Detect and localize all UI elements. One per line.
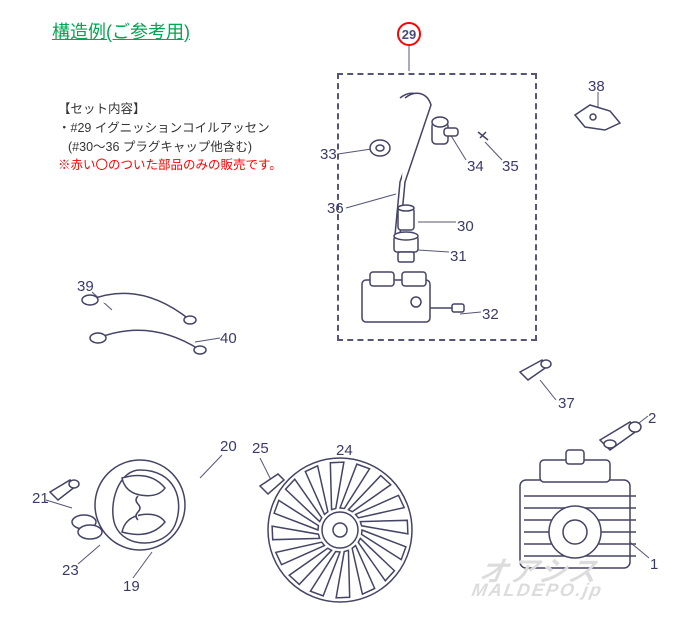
part-label-23: 23 [62, 562, 79, 579]
part-label-34: 34 [467, 158, 484, 175]
part-label-39: 39 [77, 278, 94, 295]
part-label-19: 19 [123, 578, 140, 595]
part-label-36: 36 [327, 200, 344, 217]
part-label-33: 33 [320, 146, 337, 163]
part-label-21: 21 [32, 490, 49, 507]
highlight-dashed-box [337, 73, 537, 341]
part-label-37: 37 [558, 395, 575, 412]
part-label-20: 20 [220, 438, 237, 455]
part-label-2: 2 [648, 410, 656, 427]
part-label-32: 32 [482, 306, 499, 323]
info-line2: (#30～36 プラグキャップ他含む) [58, 138, 282, 157]
part-label-35: 35 [502, 158, 519, 175]
info-warning: ※赤い〇のついた部品のみの販売です。 [58, 156, 282, 175]
part-label-31: 31 [450, 248, 467, 265]
part-38 [575, 105, 620, 130]
part-label-38: 38 [588, 78, 605, 95]
info-line1: ・#29 イグニッションコイルアッセン [58, 119, 282, 138]
set-contents-info: 【セット内容】 ・#29 イグニッションコイルアッセン (#30～36 プラグキ… [58, 100, 282, 175]
part-label-40: 40 [220, 330, 237, 347]
info-heading: 【セット内容】 [58, 100, 282, 119]
part-label-25: 25 [252, 440, 269, 457]
highlight-callout-29: 29 [397, 22, 421, 46]
part-label-30: 30 [457, 218, 474, 235]
part-label-24: 24 [336, 442, 353, 459]
part-label-1: 1 [650, 556, 658, 573]
highlight-callout-label: 29 [402, 27, 416, 42]
structure-example-title-link[interactable]: 構造例(ご参考用) [52, 18, 190, 44]
watermark-2: MALDEPO.jp [470, 580, 605, 601]
